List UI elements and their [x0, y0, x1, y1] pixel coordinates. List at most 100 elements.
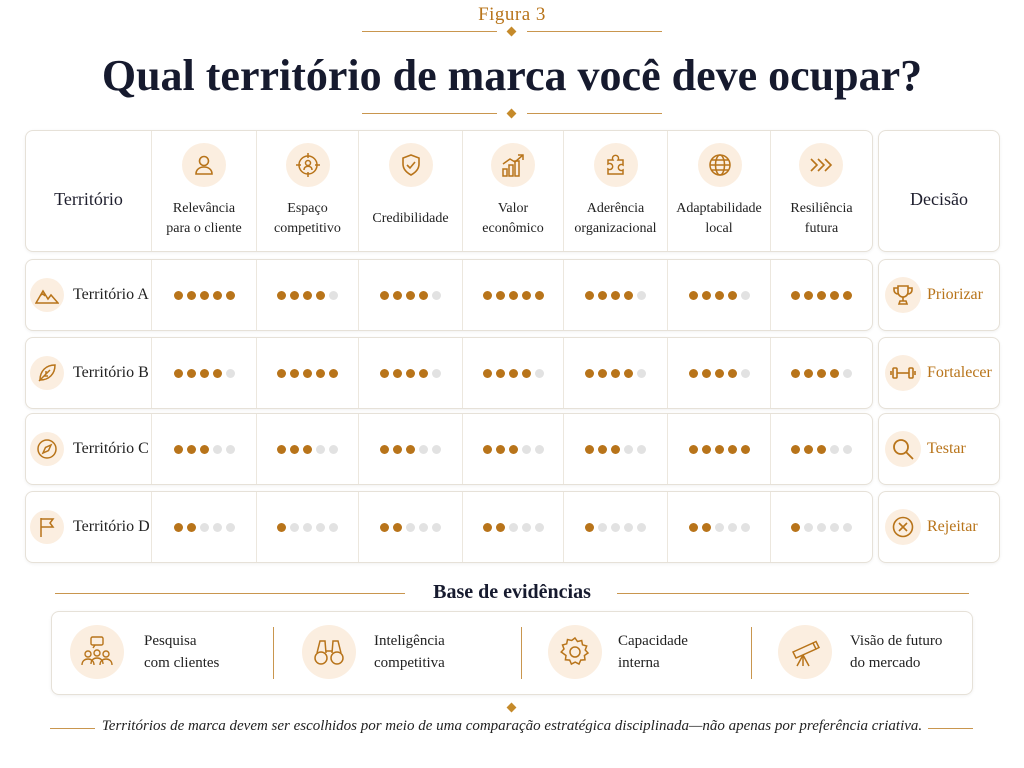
score-dot-empty [624, 444, 633, 454]
score-dot-empty [611, 522, 620, 532]
criterion-label-1: Valor [497, 201, 529, 216]
score-cell [564, 338, 668, 408]
figure-label: Figura 3 [478, 4, 546, 25]
criterion-label-1: Aderência [586, 201, 645, 216]
score-dot-empty [419, 444, 428, 454]
score-cell [359, 260, 463, 330]
score-dots [257, 260, 358, 330]
score-dot-filled [186, 368, 196, 378]
score-dot-empty [316, 444, 325, 454]
score-dot-filled [791, 368, 800, 378]
score-dot-filled [508, 368, 518, 378]
score-dot-empty [740, 290, 750, 300]
score-dot-filled [316, 368, 325, 378]
score-dot-empty [637, 444, 646, 454]
score-dot-empty [432, 368, 441, 378]
score-dot-filled [495, 368, 505, 378]
dumbbell-icon [885, 355, 921, 391]
criterion-label-1: Credibilidade [372, 211, 449, 226]
score-dots [564, 414, 667, 484]
score-dot-empty [329, 522, 338, 532]
score-dot-empty [290, 522, 299, 532]
magnifier-icon [885, 431, 921, 467]
shield-check-icon [389, 143, 433, 187]
score-dot-empty [534, 444, 544, 454]
score-dot-filled [791, 444, 800, 454]
score-dot-filled [225, 290, 235, 300]
score-dots [771, 338, 872, 408]
score-dot-empty [804, 522, 813, 532]
score-dot-filled [173, 290, 183, 300]
evidence-line-1: Pesquisa [144, 633, 197, 649]
score-dot-filled [303, 290, 312, 300]
criterion-label-2: para o cliente [166, 221, 242, 236]
score-dot-filled [830, 290, 839, 300]
score-dot-filled [290, 444, 299, 454]
score-dots [152, 338, 256, 408]
score-dot-empty [225, 368, 235, 378]
score-dots [771, 492, 872, 562]
score-dot-filled [714, 444, 724, 454]
score-dot-filled [406, 368, 415, 378]
header-rule-right [527, 31, 662, 32]
score-dot-filled [277, 290, 286, 300]
score-dot-empty [521, 522, 531, 532]
score-dot-empty [329, 290, 338, 300]
score-dot-filled [380, 290, 389, 300]
territory-name: Território C [73, 440, 149, 457]
criterion-economic-value: Valor econômico [463, 131, 564, 251]
score-cell [257, 414, 359, 484]
score-dot-filled [727, 368, 737, 378]
score-dots [359, 338, 462, 408]
score-dots [359, 492, 462, 562]
score-dot-empty [225, 522, 235, 532]
score-dots [668, 338, 770, 408]
evidence-line-2: com clientes [144, 655, 220, 671]
score-dot-filled [791, 522, 800, 532]
score-dot-filled [212, 290, 222, 300]
score-dot-empty [534, 368, 544, 378]
territory-column-header: Território [26, 131, 152, 251]
score-dots [668, 492, 770, 562]
score-dot-empty [843, 444, 852, 454]
score-cell [152, 260, 257, 330]
territory-cell: Território A [26, 260, 152, 330]
score-dot-filled [521, 368, 531, 378]
score-cell [771, 492, 872, 562]
evidence-divider [273, 627, 274, 679]
criterion-label-1: Resiliência [790, 201, 853, 216]
score-dot-filled [199, 290, 209, 300]
score-cell [564, 492, 668, 562]
footer-caption: Territórios de marca devem ser escolhido… [101, 718, 923, 734]
territory-cell: Território B [26, 338, 152, 408]
score-dots [152, 492, 256, 562]
score-dot-filled [380, 368, 389, 378]
score-dot-filled [186, 290, 196, 300]
evidence-line-1: Visão de futuro [850, 633, 943, 649]
score-dot-empty [740, 522, 750, 532]
evidence-line-1: Capacidade [618, 633, 688, 649]
score-dots [257, 414, 358, 484]
score-dot-filled [303, 444, 312, 454]
score-dot-empty [817, 522, 826, 532]
score-dot-filled [714, 290, 724, 300]
decision-label: Fortalecer [927, 364, 992, 381]
score-dots [152, 260, 256, 330]
footer-rule-right [928, 728, 973, 729]
score-dot-filled [817, 290, 826, 300]
score-dots [152, 414, 256, 484]
evidence-rule-right [617, 593, 969, 594]
score-dot-empty [432, 444, 441, 454]
score-dot-filled [406, 444, 415, 454]
score-dots [359, 260, 462, 330]
decision-header-label: Decisão [910, 189, 968, 209]
score-dot-filled [186, 444, 196, 454]
evidence-rule-left [55, 593, 405, 594]
score-dot-filled [329, 368, 338, 378]
score-dot-filled [508, 290, 518, 300]
score-dot-filled [624, 290, 633, 300]
score-dot-filled [830, 368, 839, 378]
score-cell [152, 414, 257, 484]
criterion-label-2: local [705, 221, 733, 236]
score-dot-filled [419, 368, 428, 378]
